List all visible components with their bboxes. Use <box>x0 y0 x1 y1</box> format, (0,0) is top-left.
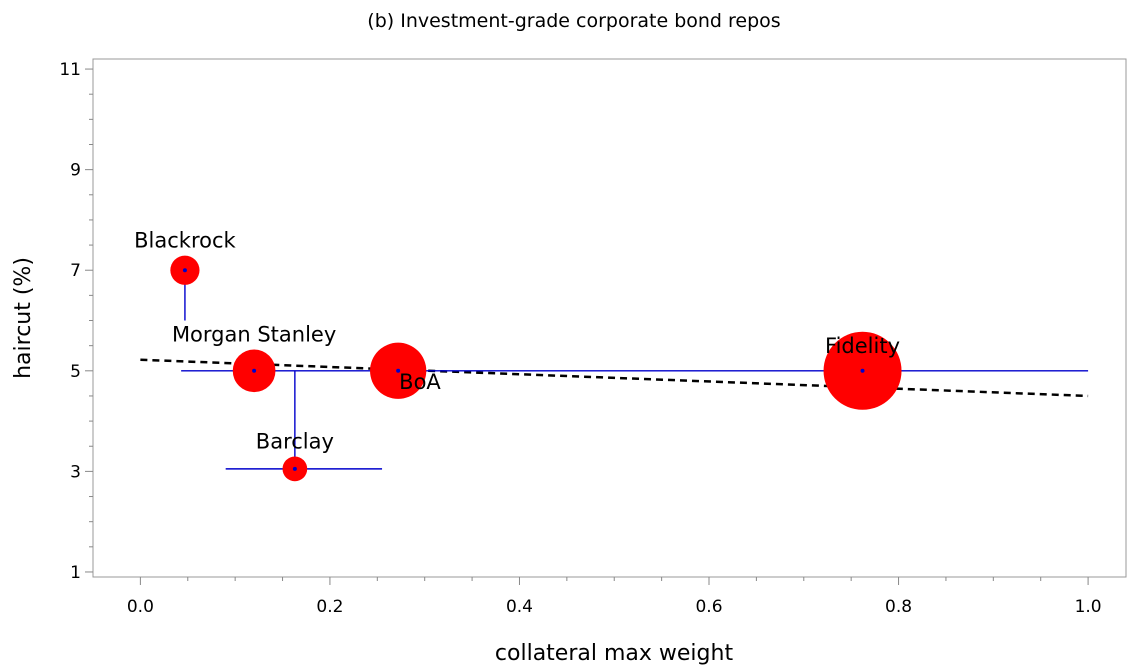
x-tick-label: 0.2 <box>316 597 343 617</box>
bubble-layer <box>170 255 902 482</box>
point-label: Fidelity <box>825 334 900 358</box>
point-label: Blackrock <box>134 229 236 253</box>
point-marker <box>292 466 297 471</box>
point-marker <box>252 368 257 373</box>
x-axis: 0.0 0.2 0.4 0.6 0.8 1.0 <box>127 577 1102 617</box>
y-tick-label: 1 <box>70 563 81 583</box>
y-tick-label: 11 <box>59 60 81 80</box>
y-axis-label: haircut (%) <box>11 257 36 379</box>
x-tick-label: 1.0 <box>1075 597 1102 617</box>
point-marker <box>396 368 401 373</box>
x-tick-label: 0.6 <box>695 597 722 617</box>
point-label: Barclay <box>256 430 334 454</box>
x-tick-label: 0.8 <box>885 597 912 617</box>
x-tick-label: 0.4 <box>506 597 533 617</box>
point-marker <box>860 368 865 373</box>
point-marker <box>182 268 187 273</box>
y-tick-label: 9 <box>70 161 81 181</box>
fit-layer <box>140 358 1089 398</box>
x-tick-label: 0.0 <box>127 597 154 617</box>
x-axis-label: collateral max weight <box>495 641 734 666</box>
point-label: BoA <box>399 370 441 394</box>
y-tick-label: 7 <box>70 261 81 281</box>
chart-title: (b) Investment-grade corporate bond repo… <box>367 10 780 32</box>
plot-frame <box>92 58 1127 578</box>
y-axis: 1 3 5 7 9 11 <box>59 60 93 583</box>
fit-line <box>140 358 1089 398</box>
y-tick-label: 5 <box>70 362 81 382</box>
y-tick-label: 3 <box>70 462 81 482</box>
label-layer: Blackrock Morgan Stanley Barclay BoA Fidelit… <box>134 229 900 454</box>
point-label: Morgan Stanley <box>172 322 336 346</box>
